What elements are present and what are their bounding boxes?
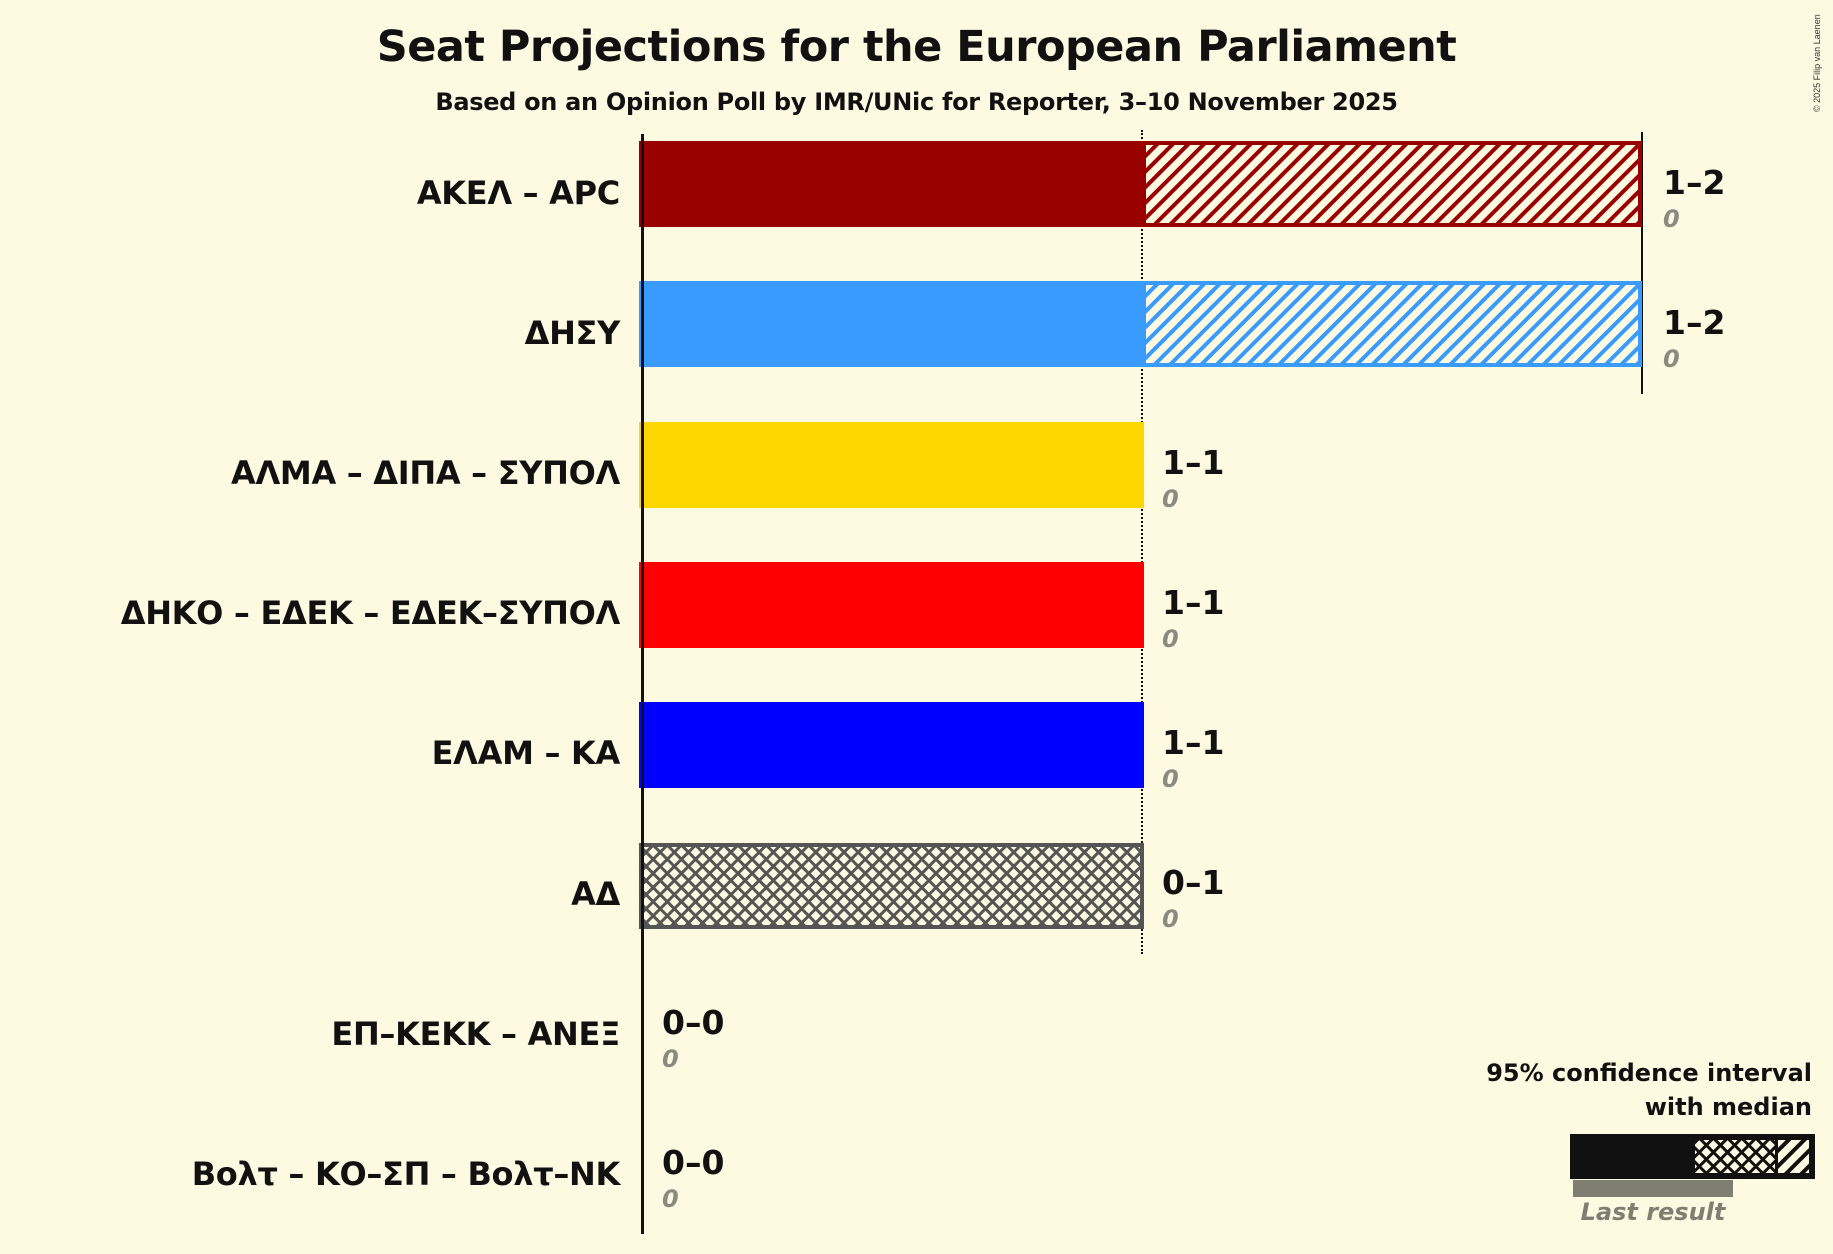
party-label: ΑΛΜΑ – ΔΙΠΑ – ΣΥΠΟΛ [230,454,620,492]
seat-range: 0–0 [662,1003,725,1042]
party-label: ΑΔ [571,875,620,913]
party-label: ΕΛΑΜ – ΚΑ [431,734,621,772]
seat-range: 1–1 [1162,723,1225,762]
bar-ci-upper[interactable] [1142,141,1642,227]
last-result-value: 0 [1162,905,1179,933]
bar-solid[interactable] [639,141,1142,227]
legend-swatch [1570,1134,1815,1179]
bar-solid[interactable] [639,422,1144,508]
seat-range: 0–1 [1162,863,1225,902]
last-result-value: 0 [1162,625,1179,653]
seat-range: 1–1 [1162,583,1225,622]
bar-solid[interactable] [639,281,1142,367]
party-label: ΔΗΚΟ – ΕΔΕΚ – ΕΔΕΚ–ΣΥΠΟΛ [120,594,621,632]
max-reference-line [1641,132,1643,394]
party-label: ΕΠ–ΚΕΚΚ – ΑΝΕΞ [331,1015,620,1053]
median-reference-line [1141,130,1143,954]
seat-range: 0–0 [662,1143,725,1182]
y-axis-line [641,134,644,1234]
last-result-value: 0 [662,1045,679,1073]
seat-range: 1–2 [1663,303,1726,342]
last-result-value: 0 [1663,205,1680,233]
last-result-value: 0 [1162,765,1179,793]
legend-last-result-label: Last result [1580,1198,1726,1226]
last-result-value: 0 [662,1185,679,1213]
copyright-note: © 2025 Filip van Laenen [1812,14,1822,112]
legend-line-2: with median [1644,1093,1812,1121]
seat-range: 1–1 [1162,443,1225,482]
bar-solid[interactable] [639,562,1144,648]
bar-solid[interactable] [639,702,1144,788]
last-result-value: 0 [1663,345,1680,373]
party-label: ΔΗΣΥ [524,314,621,352]
legend-line-1: 95% confidence interval [1486,1059,1812,1087]
chart-title: Seat Projections for the European Parlia… [376,22,1457,72]
legend-title: 95% confidence interval with median [1486,1056,1812,1124]
party-label: Βολτ – ΚΟ–ΣΠ – Βολτ–ΝΚ [191,1155,621,1193]
seat-range: 1–2 [1663,163,1726,202]
last-result-value: 0 [1162,485,1179,513]
party-label: ΑΚΕΛ – APC [416,174,620,212]
bar-ci-upper[interactable] [1142,281,1642,367]
legend-last-result-swatch [1573,1180,1733,1197]
chart-subtitle: Based on an Opinion Poll by IMR/UNic for… [435,88,1398,116]
bar-ci-lower[interactable] [639,843,1144,929]
